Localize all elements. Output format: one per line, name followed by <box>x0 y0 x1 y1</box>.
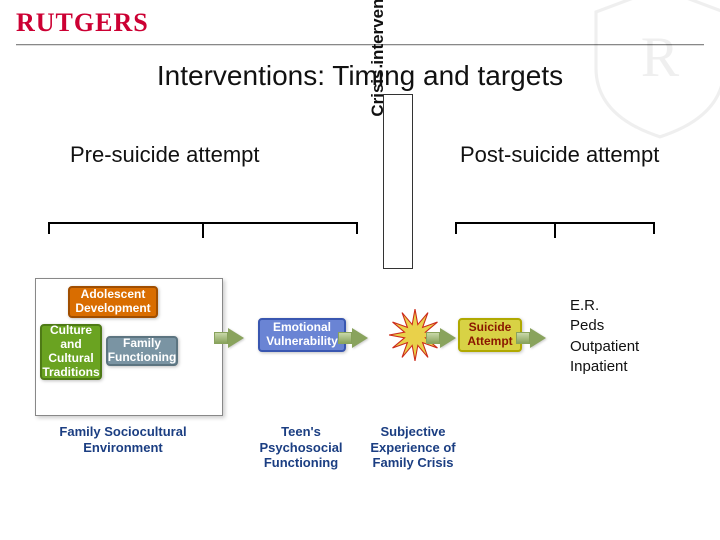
list-item: E.R. <box>570 296 639 316</box>
box-suicide-attempt: Suicide Attempt <box>458 318 522 352</box>
pre-phase-label: Pre-suicide attempt <box>70 142 260 168</box>
box-emotional-vulnerability: Emotional Vulnerability <box>258 318 346 352</box>
post-phase-label: Post-suicide attempt <box>460 142 659 168</box>
caption-teen-psychosocial: Teen's Psychosocial Functioning <box>246 424 356 471</box>
box-culture-traditions: Culture and Cultural Traditions <box>40 324 102 380</box>
slide-title: Interventions: Timing and targets <box>0 60 720 92</box>
header: RUTGERS <box>0 0 720 46</box>
post-bracket <box>455 222 655 224</box>
box-label: Culture and Cultural Traditions <box>42 324 99 379</box>
crisis-intervention-label: Crisis intervention <box>368 0 388 132</box>
list-item: Peds <box>570 316 639 336</box>
list-item: Outpatient <box>570 337 639 357</box>
box-label: Adolescent Development <box>74 288 152 316</box>
diagram-stage: Pre-suicide attempt Post-suicide attempt… <box>0 102 720 532</box>
box-adolescent-development: Adolescent Development <box>68 286 158 318</box>
caption-subjective-exp: Subjective Experience of Family Crisis <box>358 424 468 471</box>
post-settings-list: E.R. Peds Outpatient Inpatient <box>570 296 639 377</box>
divider <box>16 44 704 46</box>
brand-logo: RUTGERS <box>16 8 704 38</box>
list-item: Inpatient <box>570 357 639 377</box>
box-label: Suicide Attempt <box>464 321 516 349</box>
box-label: Emotional Vulnerability <box>264 321 340 349</box>
box-family-functioning: Family Functioning <box>106 336 178 366</box>
pre-bracket <box>48 222 358 224</box>
box-label: Family Functioning <box>108 337 177 365</box>
caption-sociocultural-env: Family Sociocultural Environment <box>38 424 208 455</box>
